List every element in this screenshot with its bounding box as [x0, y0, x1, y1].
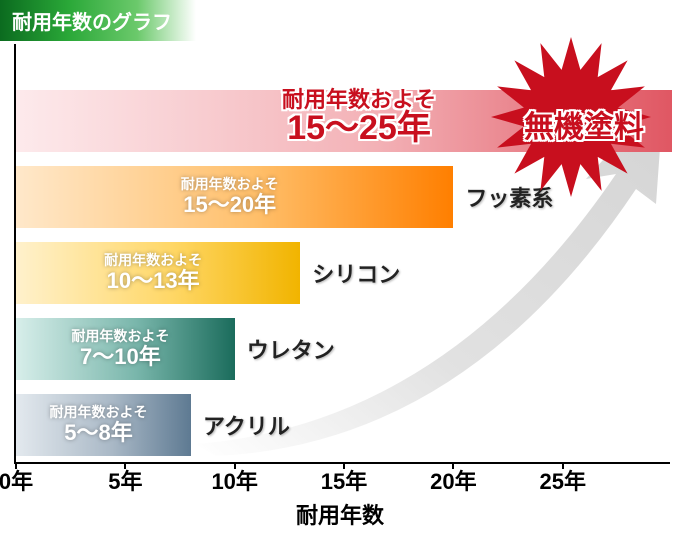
bar-years: 5〜8年	[16, 420, 181, 445]
featured-label: 耐用年数およそ 15〜25年	[282, 88, 436, 147]
chart-container: 耐用年数のグラフ 耐用年数およそ15〜20年フッ素系耐用年数およそ10〜13年シ…	[0, 0, 680, 534]
bar-years: 15〜20年	[16, 192, 443, 217]
featured-category: 無機塗料	[524, 102, 644, 146]
bar-row-fluorine: 耐用年数およそ15〜20年フッ素系	[16, 166, 672, 228]
x-tick-mark	[562, 462, 564, 469]
bar-urethane: 耐用年数およそ7〜10年	[16, 318, 235, 380]
x-axis-label: 耐用年数	[296, 498, 384, 530]
bar-row-acrylic: 耐用年数およそ5〜8年アクリル	[16, 394, 672, 456]
featured-years: 15〜25年	[287, 109, 431, 147]
plot-area: 耐用年数およそ15〜20年フッ素系耐用年数およそ10〜13年シリコン耐用年数およ…	[14, 44, 670, 464]
x-tick-mark	[343, 462, 345, 469]
bar-category-label: フッ素系	[465, 181, 553, 213]
bar-row-silicone: 耐用年数およそ10〜13年シリコン	[16, 242, 672, 304]
x-tick-mark	[124, 462, 126, 469]
bar-prefix: 耐用年数およそ	[16, 404, 181, 420]
bar-prefix: 耐用年数およそ	[16, 328, 225, 344]
bar-prefix: 耐用年数およそ	[16, 176, 443, 192]
bar-years: 10〜13年	[16, 268, 290, 293]
bar-category-label: シリコン	[312, 257, 400, 289]
bar-acrylic: 耐用年数およそ5〜8年	[16, 394, 191, 456]
bar-fluorine: 耐用年数およそ15〜20年	[16, 166, 453, 228]
bar-years: 7〜10年	[16, 344, 225, 369]
chart-title-badge: 耐用年数のグラフ	[0, 0, 196, 41]
bar-category-label: アクリル	[203, 409, 290, 441]
bar-category-label: ウレタン	[247, 333, 335, 365]
bar-silicone: 耐用年数およそ10〜13年	[16, 242, 300, 304]
x-tick-mark	[452, 462, 454, 469]
chart-title: 耐用年数のグラフ	[12, 12, 172, 34]
bar-prefix: 耐用年数およそ	[16, 252, 290, 268]
x-tick-mark	[234, 462, 236, 469]
x-tick-mark	[15, 462, 17, 469]
bar-row-urethane: 耐用年数およそ7〜10年ウレタン	[16, 318, 672, 380]
